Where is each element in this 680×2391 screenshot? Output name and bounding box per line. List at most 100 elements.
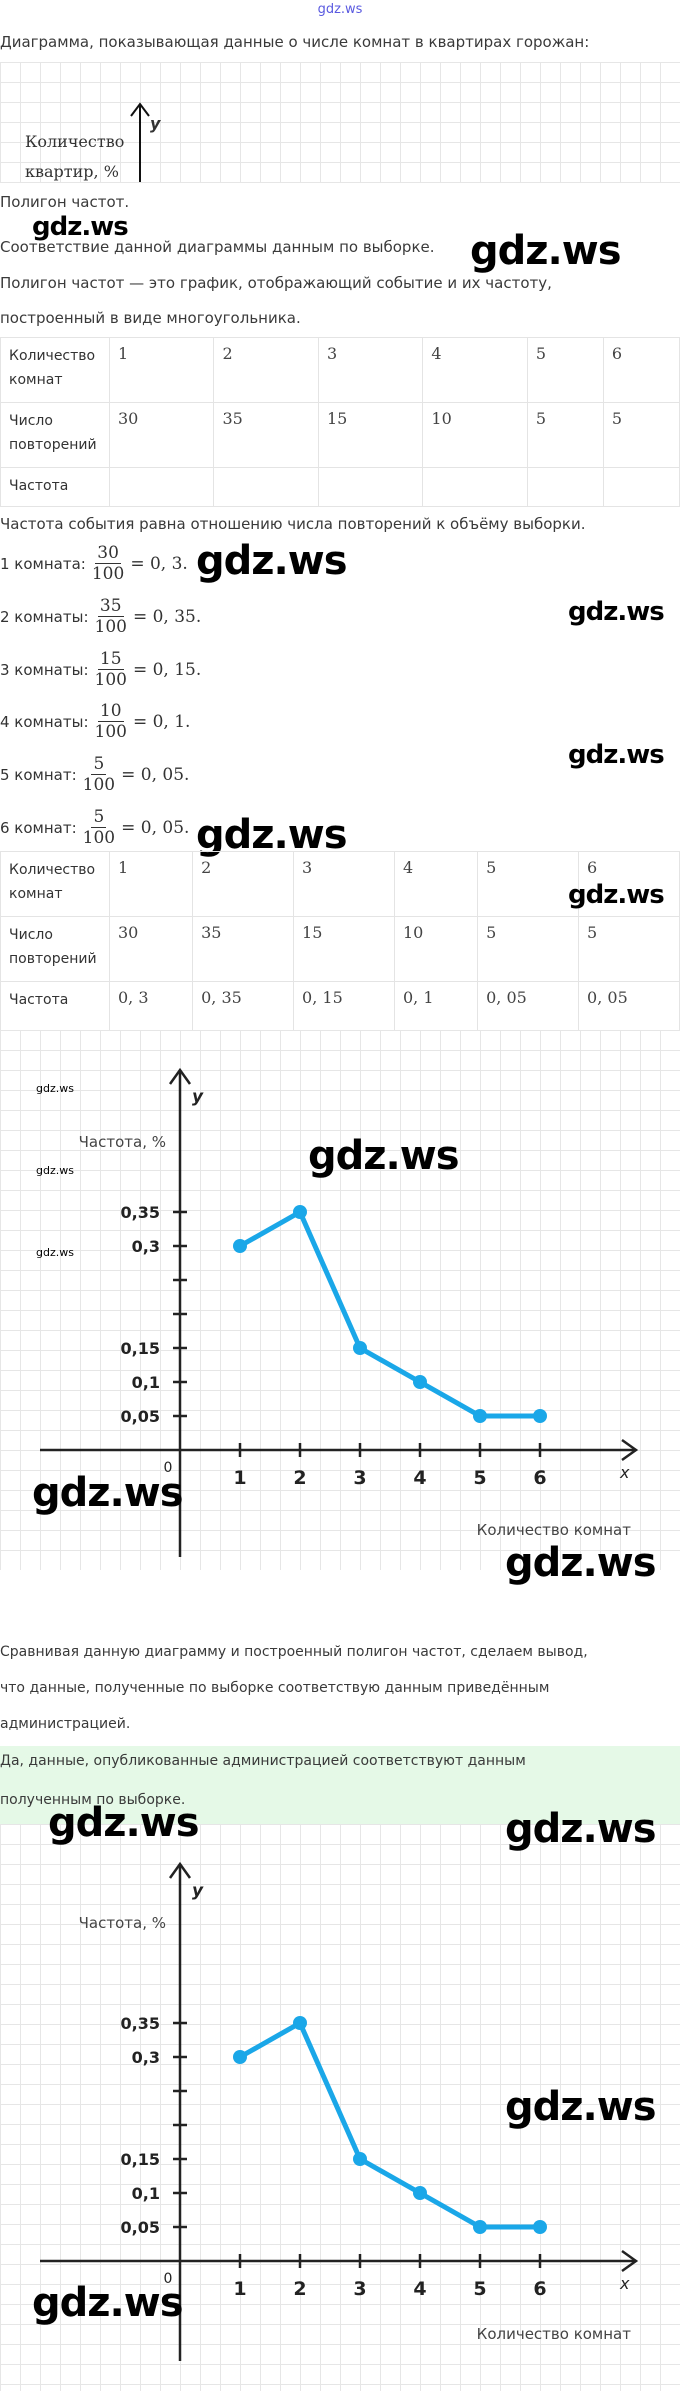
fraction-result: = 0, 1. — [132, 711, 191, 732]
data-table-1: Количество комнат 1 2 3 4 5 6 Число повтор… — [0, 337, 680, 507]
room-count-label: 1 комната: — [0, 554, 86, 573]
table-cell: 5 — [477, 851, 580, 917]
table-row: Число повторений 30 35 15 10 5 5 — [0, 402, 680, 468]
conclusion-line1: Сравнивая данную диаграмму и построенный… — [0, 1644, 588, 1660]
room-count-label: 5 комнат: — [0, 765, 77, 784]
frequency-calculation: 3 комнаты: 15 100 = 0, 15. — [0, 649, 201, 690]
data-point — [233, 1239, 247, 1253]
room-count-label: 4 комнаты: — [0, 712, 89, 731]
numerator: 35 — [97, 596, 124, 617]
table-cell: 10 — [393, 916, 479, 982]
table-row: Частота — [0, 467, 680, 507]
denominator: 100 — [82, 775, 116, 795]
watermark: gdz.ws — [568, 597, 665, 627]
room-count-label: 2 комнаты: — [0, 607, 89, 626]
table-row: Количество комнат 1 2 3 4 5 6 — [0, 851, 680, 917]
x-tick-label: 1 — [233, 1467, 246, 1489]
watermark: gdz.ws — [470, 228, 622, 274]
row-header: Частота — [0, 467, 110, 507]
watermark: gdz.ws — [36, 1246, 74, 1259]
x-tick-label: 6 — [533, 2278, 546, 2300]
correspondence-text: Соответствие данной диаграммы данным по … — [0, 238, 435, 256]
table-cell: 15 — [317, 402, 424, 468]
diagram-fragment: y Количество квартир, % — [0, 62, 680, 183]
frequency-calculation: 5 комнат: 5 100 = 0, 05. — [0, 754, 189, 795]
site-logo[interactable]: gdz.ws — [317, 2, 363, 17]
denominator: 100 — [94, 722, 127, 742]
row-header: Количество комнат — [0, 337, 110, 403]
numerator: 30 — [95, 543, 121, 564]
y-tick-label: 0,15 — [121, 2150, 160, 2169]
watermark: gdz.ws — [36, 1164, 74, 1177]
x-axis-title: Количество комнат — [477, 2325, 632, 2343]
frequency-calculation: 1 комната: 30 100 = 0, 3. — [0, 543, 188, 584]
data-point — [413, 2186, 427, 2200]
conclusion-line2: что данные, полученные по выборке соотве… — [0, 1680, 550, 1696]
numerator: 5 — [91, 754, 107, 775]
table-cell — [526, 467, 604, 507]
table-cell — [602, 467, 680, 507]
watermark: gdz.ws — [308, 1133, 460, 1179]
watermark: gdz.ws — [568, 880, 665, 910]
data-point — [533, 1409, 547, 1423]
room-count-label: 6 комнат: — [0, 818, 77, 837]
data-point — [533, 2220, 547, 2234]
fraction-result: = 0, 05. — [121, 817, 190, 838]
numerator: 10 — [97, 701, 124, 722]
watermark: gdz.ws — [48, 1800, 200, 1846]
table-cell: 3 — [317, 337, 424, 403]
fraction: 35 100 — [95, 596, 127, 637]
intro-text: Диаграмма, показывающая данные о числе к… — [0, 33, 590, 51]
x-axis-title: Количество комнат — [477, 1521, 632, 1539]
data-point — [233, 2050, 247, 2064]
watermark: gdz.ws — [32, 1470, 184, 1516]
data-point — [473, 2220, 487, 2234]
x-axis-letter: x — [619, 2274, 630, 2293]
table-cell: 4 — [393, 851, 479, 917]
y-axis-arrow-icon — [168, 1861, 192, 1879]
denominator: 100 — [91, 564, 125, 584]
frequency-calculation: 2 комнаты: 35 100 = 0, 35. — [0, 596, 201, 637]
data-point — [473, 1409, 487, 1423]
answer-line2: полученным по выборке. — [0, 1792, 186, 1808]
y-axis-title: Частота, % — [79, 1914, 166, 1932]
y-tick-label: 0,3 — [132, 1237, 160, 1256]
watermark: gdz.ws — [36, 1082, 74, 1095]
y-tick-label: 0,05 — [121, 1407, 160, 1426]
table-cell: 6 — [602, 337, 680, 403]
data-point — [293, 2016, 307, 2030]
table-row: Число повторений 30 35 15 10 5 5 — [0, 916, 680, 982]
row-header-line1: Количество — [9, 348, 96, 364]
data-point — [353, 1341, 367, 1355]
row-header-line2: повторений — [9, 437, 97, 453]
origin-label: 0 — [164, 2271, 173, 2287]
fraction: 5 100 — [83, 807, 115, 848]
fraction: 30 100 — [92, 543, 124, 584]
table-cell: 5 — [602, 402, 680, 468]
row-header-line1: Число — [9, 927, 53, 943]
x-tick-label: 4 — [413, 2278, 426, 2300]
table-cell: 5 — [526, 402, 604, 468]
table-cell: 30 — [108, 916, 194, 982]
table-cell: 5 — [477, 916, 580, 982]
y-tick-label: 0,1 — [132, 1373, 160, 1392]
y-tick-label: 0,3 — [132, 2048, 160, 2067]
table-cell: 3 — [293, 851, 395, 917]
x-tick-label: 6 — [533, 1467, 546, 1489]
table-cell: 4 — [422, 337, 528, 403]
row-header-line2: комнат — [9, 372, 63, 388]
frequency-calculation: 6 комнат: 5 100 = 0, 05. — [0, 807, 189, 848]
polygon-caption: Полигон частот. — [0, 193, 130, 211]
x-tick-label: 2 — [293, 1467, 306, 1489]
y-axis-letter: y — [150, 114, 161, 133]
row-header: Количество комнат — [0, 851, 110, 917]
data-point — [413, 1375, 427, 1389]
definition-line1: Полигон частот — это график, отображающи… — [0, 274, 552, 292]
answer-line1: Да, данные, опубликованные администрацие… — [0, 1753, 526, 1769]
table-cell: 1 — [108, 337, 215, 403]
answer-box: Да, данные, опубликованные администрацие… — [0, 1746, 680, 1824]
conclusion-line3: администрацией. — [0, 1716, 131, 1732]
y-axis-arrow-icon — [168, 1067, 192, 1085]
watermark: gdz.ws — [32, 2280, 184, 2326]
x-axis-arrow-icon — [621, 2249, 639, 2273]
